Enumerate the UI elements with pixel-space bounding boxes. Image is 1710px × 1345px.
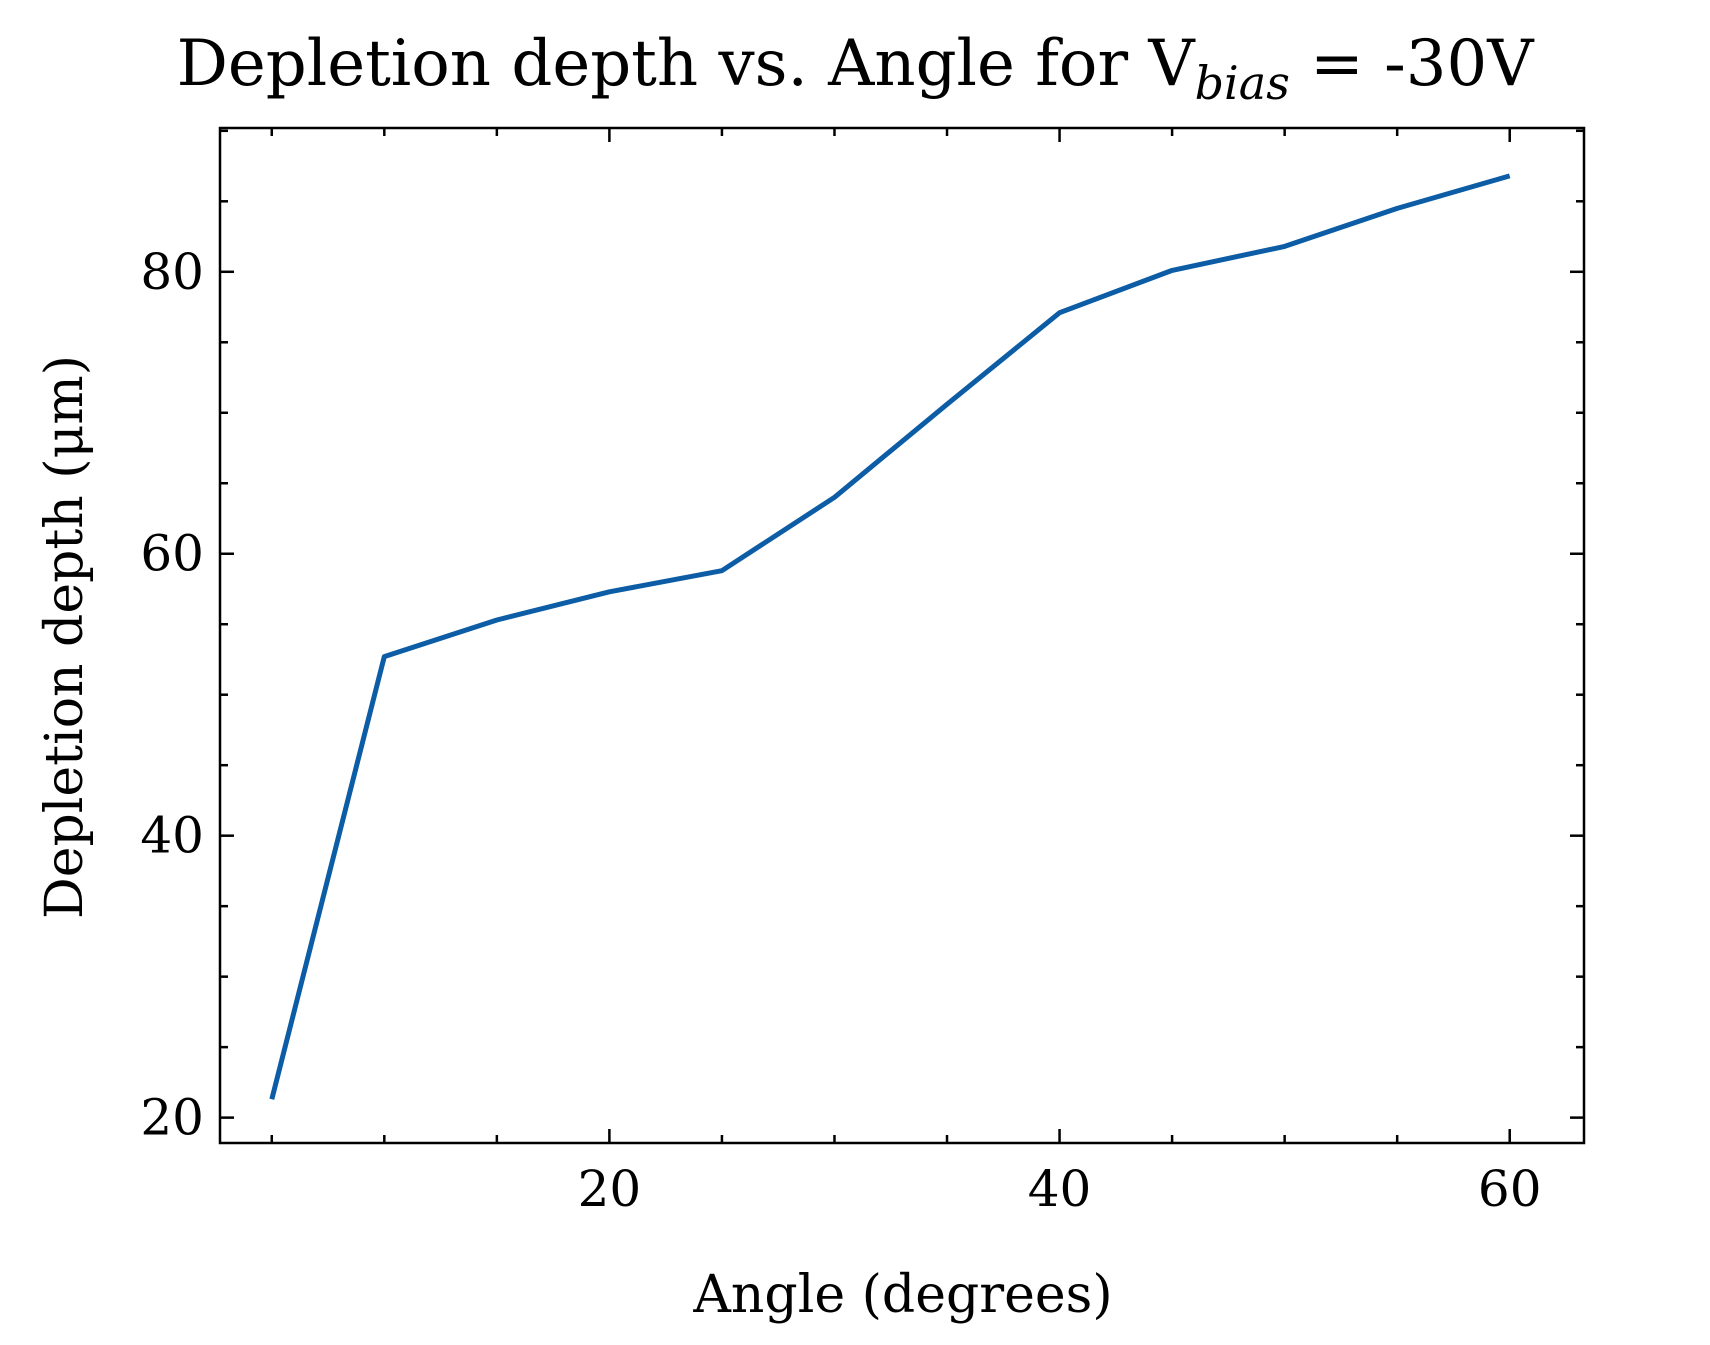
series-line — [269, 173, 1511, 1100]
x-tick-label: 40 — [1028, 1160, 1092, 1218]
y-axis-label: Depletion depth (μm) — [35, 355, 95, 919]
plot-area — [218, 126, 1586, 1145]
tick-labels: 20 40 60 20 40 60 80 — [140, 243, 1541, 1218]
series-layer — [269, 173, 1511, 1100]
title-suffix: = -30V — [1290, 27, 1535, 101]
title-subscript: bias — [1195, 56, 1290, 110]
x-tick-label: 20 — [578, 1160, 642, 1218]
chart-title: Depletion depth vs. Angle for Vbias = -3… — [177, 27, 1536, 110]
axis-ticks — [220, 128, 1584, 1143]
x-axis-label: Angle (degrees) — [692, 1265, 1112, 1325]
y-tick-label: 40 — [140, 807, 204, 865]
y-tick-label: 60 — [140, 525, 204, 583]
x-tick-label: 60 — [1478, 1160, 1542, 1218]
y-tick-label: 80 — [140, 243, 204, 301]
plot-frame — [218, 126, 1586, 1145]
y-tick-label: 20 — [140, 1089, 204, 1147]
